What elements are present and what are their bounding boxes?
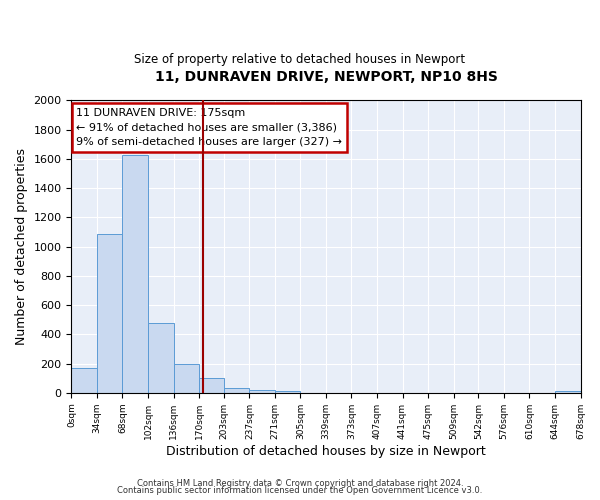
Bar bbox=[275, 390, 301, 393]
Bar bbox=[148, 322, 173, 393]
Bar bbox=[224, 388, 250, 393]
Text: Contains HM Land Registry data © Crown copyright and database right 2024.: Contains HM Land Registry data © Crown c… bbox=[137, 478, 463, 488]
Bar bbox=[122, 156, 148, 393]
Y-axis label: Number of detached properties: Number of detached properties bbox=[15, 148, 28, 345]
Bar bbox=[71, 368, 97, 393]
Bar bbox=[199, 378, 224, 393]
Title: 11, DUNRAVEN DRIVE, NEWPORT, NP10 8HS: 11, DUNRAVEN DRIVE, NEWPORT, NP10 8HS bbox=[155, 70, 497, 84]
Bar bbox=[555, 390, 581, 393]
Bar bbox=[97, 234, 122, 393]
Bar bbox=[250, 390, 275, 393]
Text: 11 DUNRAVEN DRIVE: 175sqm
← 91% of detached houses are smaller (3,386)
9% of sem: 11 DUNRAVEN DRIVE: 175sqm ← 91% of detac… bbox=[76, 108, 343, 148]
Bar bbox=[173, 364, 199, 393]
Text: Contains public sector information licensed under the Open Government Licence v3: Contains public sector information licen… bbox=[118, 486, 482, 495]
Text: Size of property relative to detached houses in Newport: Size of property relative to detached ho… bbox=[134, 52, 466, 66]
X-axis label: Distribution of detached houses by size in Newport: Distribution of detached houses by size … bbox=[166, 444, 486, 458]
